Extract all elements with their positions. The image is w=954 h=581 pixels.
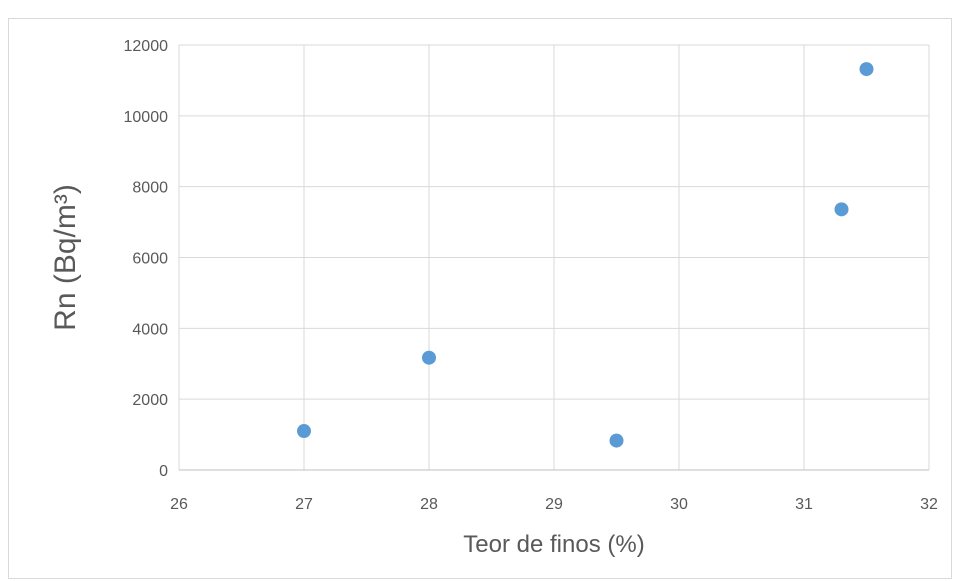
chart-frame [8,18,952,579]
x-tick-label: 29 [545,496,563,513]
x-tick-label: 30 [670,496,688,513]
data-point [859,62,874,77]
x-tick-label: 31 [795,496,813,513]
x-tick-labels: 26 27 28 29 30 31 32 [170,496,938,513]
y-tick-labels: 0 2000 4000 6000 8000 10000 12000 [124,38,169,480]
y-tick-label: 0 [159,463,168,480]
data-point [834,202,849,217]
data-point [609,433,624,448]
data-point [422,350,436,365]
x-tick-label: 32 [920,496,938,513]
y-tick-label: 2000 [132,392,168,409]
x-tick-label: 26 [170,496,188,513]
y-tick-label: 8000 [132,180,168,197]
data-points [297,62,874,448]
y-tick-label: 12000 [124,38,169,55]
y-axis-title: Rn (Bq/m³) [49,184,82,331]
x-axis-title: Teor de finos (%) [463,531,644,558]
x-tick-label: 28 [420,496,438,513]
x-tick-label: 27 [295,496,313,513]
data-point [297,424,311,439]
grid-lines [178,44,930,470]
y-tick-label: 6000 [132,251,168,268]
y-tick-label: 4000 [132,321,168,338]
y-tick-label: 10000 [124,109,169,126]
